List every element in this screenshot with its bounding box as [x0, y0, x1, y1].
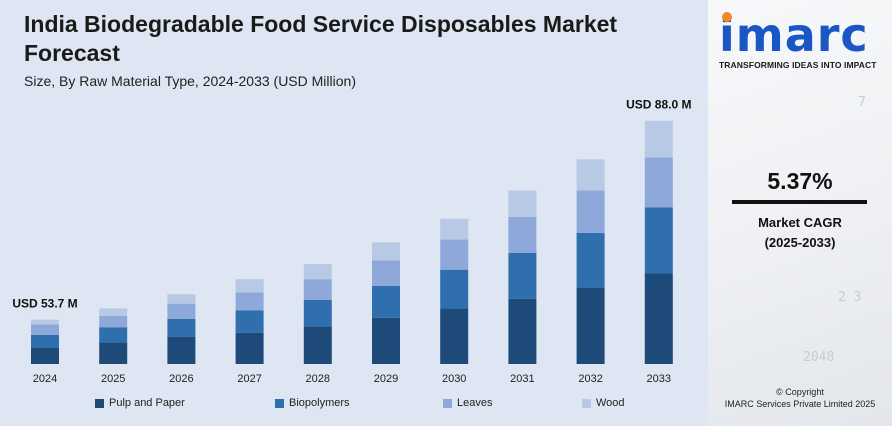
imarc-logo: imarc TRANSFORMING IDEAS INTO IMPACT: [719, 12, 887, 70]
bar-segment-2029-3: [372, 242, 400, 261]
x-tick-label: 2032: [578, 373, 602, 385]
bar-segment-2025-2: [99, 315, 128, 328]
logo-tagline: TRANSFORMING IDEAS INTO IMPACT: [719, 60, 877, 70]
x-tick-label: 2031: [510, 373, 534, 385]
bar-segment-2030-0: [440, 308, 469, 364]
x-tick-label: 2033: [647, 373, 671, 385]
bar-segment-2032-1: [576, 232, 605, 288]
bar-segment-2026-3: [167, 294, 196, 304]
bar-segment-2025-0: [99, 342, 128, 364]
x-tick-label: 2027: [237, 373, 261, 385]
page-title: India Biodegradable Food Service Disposa…: [24, 11, 618, 66]
bar-segment-2032-0: [576, 287, 605, 364]
copyright-line1: © Copyright: [776, 387, 824, 397]
legend-label: Wood: [596, 397, 625, 409]
x-tick-label: 2024: [33, 373, 57, 385]
bar-segment-2027-0: [235, 332, 264, 364]
bar-segment-2030-2: [440, 239, 469, 270]
bar-segment-2028-3: [303, 264, 332, 280]
bar-segment-2026-0: [167, 336, 196, 364]
background-decoration: 2048: [803, 350, 835, 365]
legend-label: Biopolymers: [289, 397, 350, 409]
bar-segment-2033-0: [644, 273, 673, 364]
copyright-line2: IMARC Services Private Limited 2025: [724, 399, 876, 409]
bar-segment-2029-0: [372, 317, 400, 364]
data-annotation: USD 88.0 M: [626, 98, 691, 112]
x-tick-label: 2029: [374, 373, 398, 385]
x-tick-label: 2028: [306, 373, 330, 385]
bar-segment-2024-2: [31, 324, 59, 335]
legend-swatch: [443, 398, 452, 408]
legend-item: Leaves: [443, 397, 492, 409]
cagr-label: Market CAGR (2025-2033): [708, 213, 892, 253]
logo-wordmark: imarc: [719, 8, 869, 62]
bar-segment-2024-1: [31, 334, 59, 348]
bar-segment-2033-1: [644, 207, 673, 274]
bar-segment-2026-2: [167, 303, 196, 319]
bar-segment-2026-1: [167, 318, 196, 337]
bar-segment-2025-3: [99, 308, 128, 316]
bar-segment-2031-3: [508, 190, 537, 217]
cagr-label-line1: Market CAGR: [758, 215, 842, 230]
legend-swatch: [582, 398, 591, 408]
page-subtitle: Size, By Raw Material Type, 2024-2033 (U…: [24, 73, 356, 89]
bar-segment-2029-2: [372, 260, 400, 286]
bar-segment-2033-2: [644, 157, 673, 208]
logo-dot-icon: [722, 12, 732, 22]
legend-swatch: [95, 398, 104, 408]
bar-segment-2027-1: [235, 310, 264, 333]
bar-segment-2030-3: [440, 218, 469, 240]
x-tick-label: 2030: [442, 373, 466, 385]
bar-segment-2030-1: [440, 269, 469, 309]
data-annotation: USD 53.7 M: [12, 297, 77, 311]
cagr-label-line2: (2025-2033): [764, 235, 836, 250]
background-decoration: 2 3: [838, 290, 862, 305]
bar-segment-2032-2: [576, 190, 605, 233]
copyright: © Copyright IMARC Services Private Limit…: [708, 386, 892, 410]
chart-legend: Pulp and Paper Biopolymers Leaves Wood: [95, 397, 655, 415]
bar-segment-2024-3: [31, 319, 59, 325]
bar-segment-2033-3: [644, 120, 673, 158]
chart-panel: India Biodegradable Food Service Disposa…: [12, 11, 692, 415]
bar-segment-2032-3: [576, 159, 605, 191]
cagr-divider: [732, 200, 867, 204]
info-panel: 7 2 3 2048 imarc TRANSFORMING IDEAS INTO…: [708, 0, 892, 426]
x-tick-label: 2026: [169, 373, 193, 385]
bar-segment-2028-1: [303, 299, 332, 327]
legend-item: Wood: [582, 397, 625, 409]
bar-segment-2031-2: [508, 216, 537, 253]
bar-segment-2028-0: [303, 326, 332, 364]
bar-segment-2027-3: [235, 279, 264, 293]
cagr-value: 5.37%: [767, 168, 833, 194]
stacked-bar-chart: 2024 USD 53.7 M 2025 2026 2027 2028 2029 2030 20…: [12, 98, 691, 385]
legend-label: Leaves: [457, 397, 493, 409]
bar-segment-2028-2: [303, 279, 332, 300]
bar-segment-2027-2: [235, 292, 264, 311]
legend-swatch: [275, 398, 284, 408]
legend-item: Pulp and Paper: [95, 397, 185, 409]
legend-label: Pulp and Paper: [109, 397, 185, 409]
bar-segment-2031-1: [508, 252, 537, 299]
background-decoration: 7: [858, 95, 866, 110]
x-tick-label: 2025: [101, 373, 125, 385]
bar-segment-2031-0: [508, 298, 537, 364]
bar-segment-2029-1: [372, 285, 400, 318]
bar-segment-2025-1: [99, 327, 128, 343]
bar-segment-2024-0: [31, 347, 59, 364]
legend-item: Biopolymers: [275, 397, 350, 409]
